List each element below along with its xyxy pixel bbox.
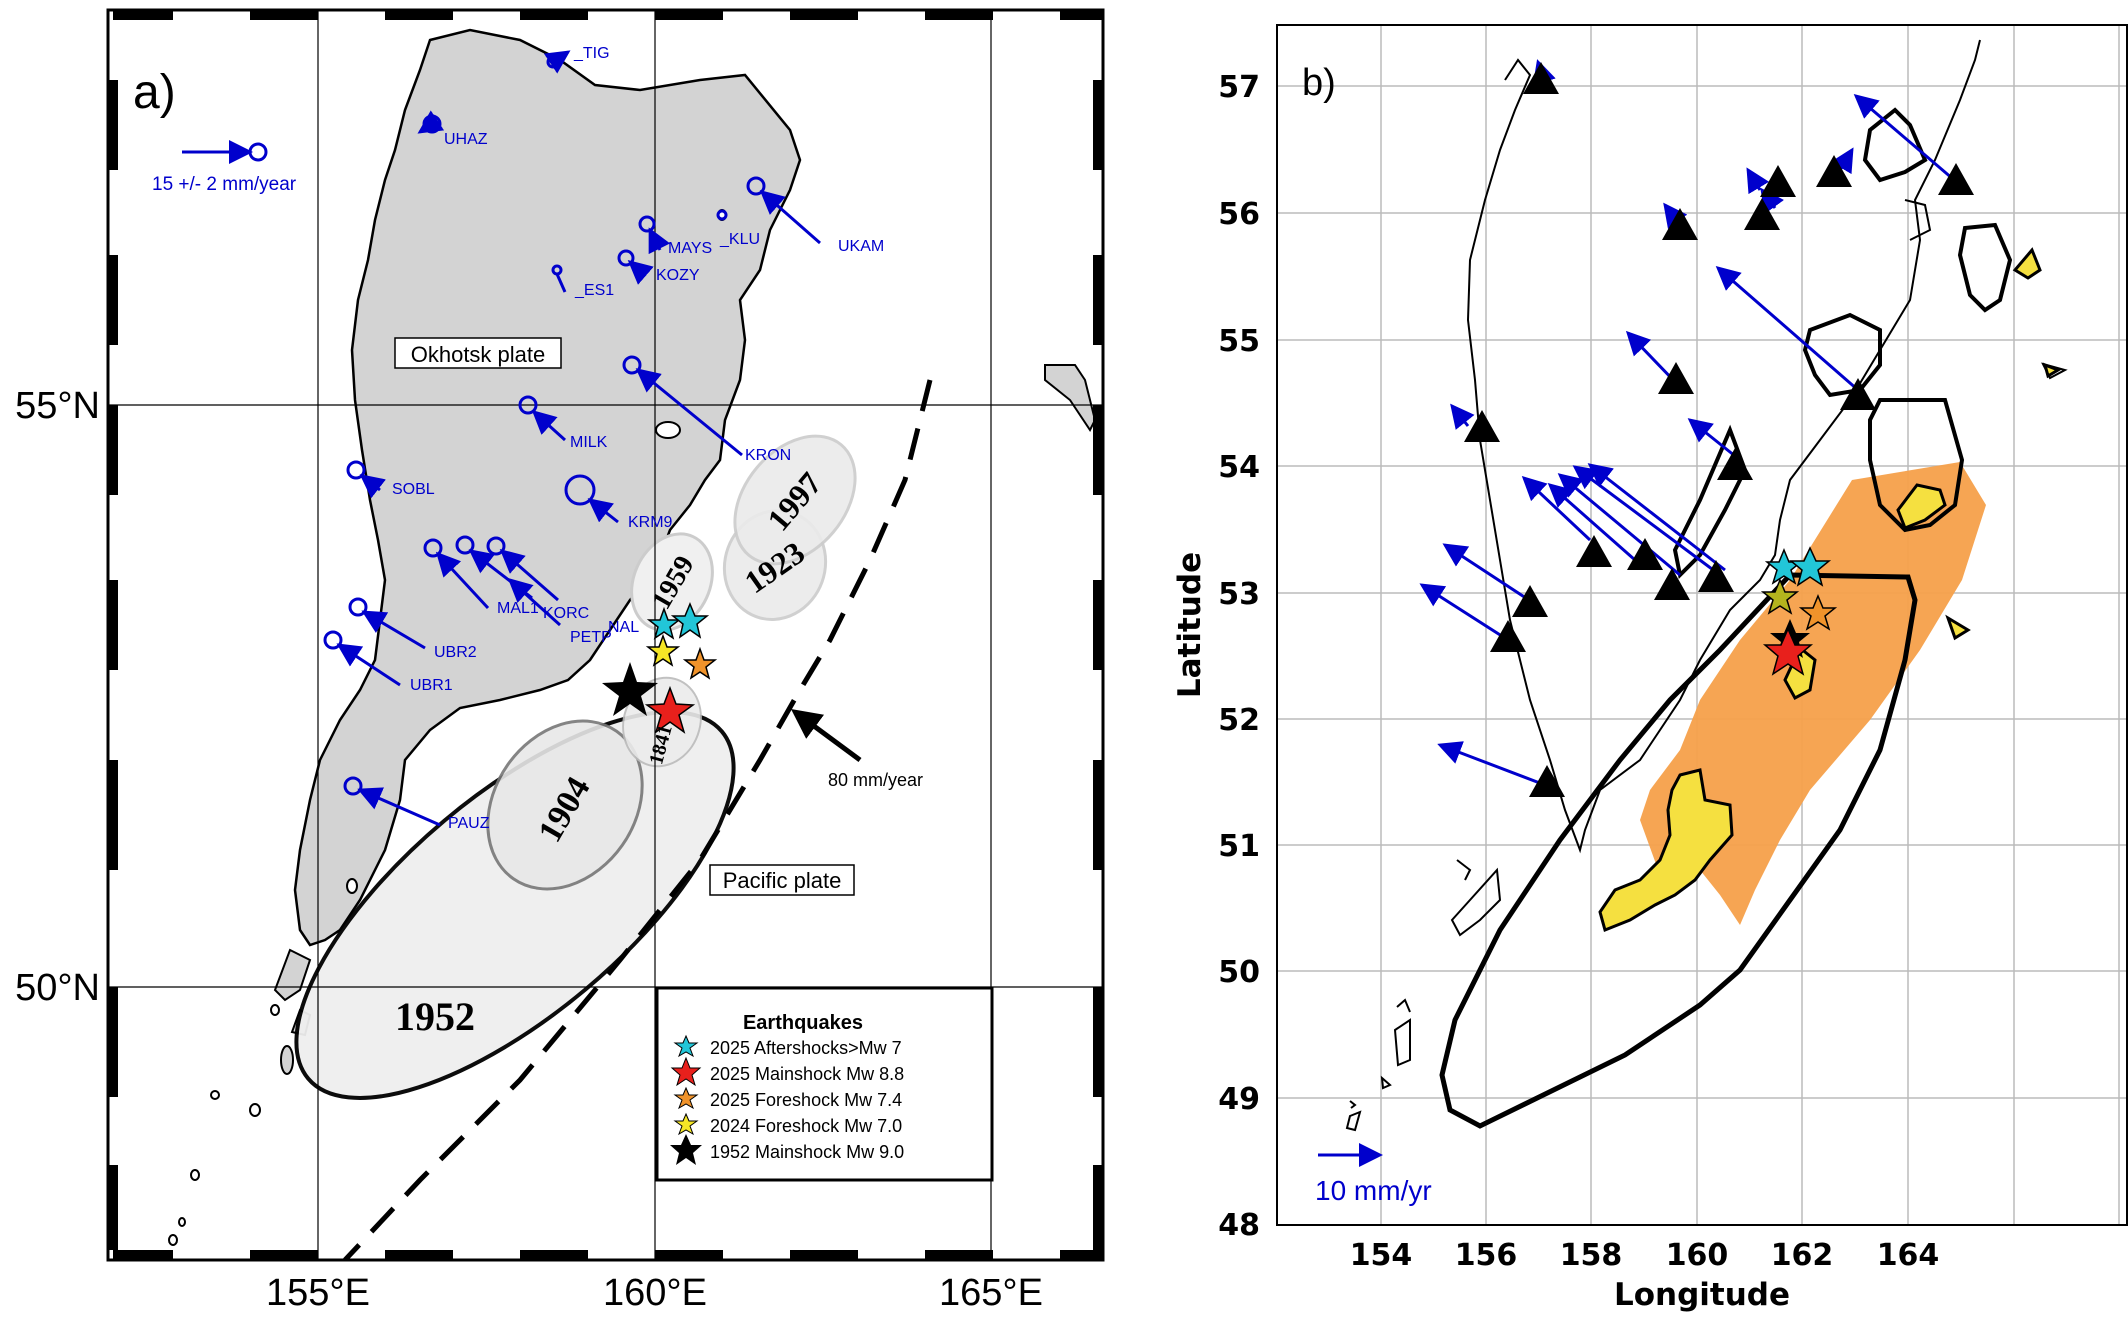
rupture-outline-b bbox=[1439, 572, 1918, 1129]
y-axis-label: Latitude bbox=[1172, 552, 1208, 698]
panel-a-letter: a) bbox=[133, 66, 176, 119]
scale-vector-b-label: 10 mm/yr bbox=[1315, 1175, 1432, 1206]
star-2025-mainshock bbox=[644, 685, 696, 734]
earthquake-stars bbox=[602, 602, 718, 734]
svg-text:MILK: MILK bbox=[570, 434, 608, 451]
panel-b-letter: b) bbox=[1302, 62, 1336, 104]
svg-text:PAUZ: PAUZ bbox=[448, 815, 490, 832]
svg-text:NAL: NAL bbox=[608, 619, 639, 636]
lat-label-50: 50°N bbox=[15, 967, 100, 1009]
frame-ticks bbox=[108, 10, 1103, 1260]
rupture-label-1952: 1952 bbox=[395, 994, 475, 1039]
legend-item-mainshock-2025: 2025 Mainshock Mw 8.8 bbox=[710, 1064, 904, 1084]
svg-text:160: 160 bbox=[1666, 1238, 1729, 1273]
legend-item-foreshock-2024: 2024 Foreshock Mw 7.0 bbox=[710, 1116, 902, 1136]
rupture-1904 bbox=[486, 719, 644, 891]
svg-text:MAYS: MAYS bbox=[668, 240, 712, 257]
legend-item-aftershocks: 2025 Aftershocks>Mw 7 bbox=[710, 1038, 902, 1058]
rupture-1959 bbox=[630, 532, 714, 632]
legend-title: Earthquakes bbox=[743, 1012, 863, 1034]
svg-text:55: 55 bbox=[1218, 324, 1260, 359]
svg-text:KRM9: KRM9 bbox=[628, 514, 673, 531]
svg-text:MAL1: MAL1 bbox=[497, 600, 539, 617]
svg-text:_TIG: _TIG bbox=[573, 45, 610, 62]
star-2024-foreshock bbox=[645, 633, 681, 667]
star-2025-foreshock bbox=[682, 646, 718, 680]
lon-label-160: 160°E bbox=[603, 1272, 707, 1314]
lon-label-165: 165°E bbox=[939, 1272, 1043, 1314]
svg-text:56: 56 bbox=[1218, 197, 1260, 232]
svg-text:KRON: KRON bbox=[745, 447, 791, 464]
svg-text:SOBL: SOBL bbox=[392, 481, 435, 498]
station-labels: _TIG UHAZ MAYS _KLU UKAM KOZY _ES1 KRON … bbox=[392, 45, 884, 832]
x-tick-labels: 154 156 158 160 162 164 bbox=[1350, 1238, 1940, 1273]
svg-text:53: 53 bbox=[1218, 577, 1260, 612]
legend-item-foreshock-2025: 2025 Foreshock Mw 7.4 bbox=[710, 1090, 902, 1110]
panel-b-map: b) 10 mm/yr 57 56 55 54 53 52 51 50 49 4… bbox=[1172, 24, 2128, 1313]
svg-text:48: 48 bbox=[1218, 1208, 1260, 1243]
svg-text:52: 52 bbox=[1218, 703, 1260, 738]
svg-text:57: 57 bbox=[1218, 70, 1260, 105]
svg-text:164: 164 bbox=[1877, 1238, 1940, 1273]
star-aftershock-2 bbox=[670, 602, 710, 639]
pacific-plate-label: Pacific plate bbox=[723, 868, 842, 893]
y-tick-labels: 57 56 55 54 53 52 51 50 49 48 bbox=[1218, 70, 1260, 1243]
svg-text:54: 54 bbox=[1218, 450, 1260, 485]
svg-text:51: 51 bbox=[1218, 829, 1260, 864]
scale-vector-a-label: 15 +/- 2 mm/year bbox=[152, 174, 297, 195]
svg-text:UBR2: UBR2 bbox=[434, 644, 477, 661]
star-1952-mainshock bbox=[602, 662, 658, 716]
svg-text:49: 49 bbox=[1218, 1082, 1260, 1117]
kamchatka-landmass bbox=[293, 28, 802, 947]
x-axis-label: Longitude bbox=[1614, 1277, 1790, 1313]
svg-text:_ES1: _ES1 bbox=[574, 282, 614, 299]
svg-text:KORC: KORC bbox=[543, 605, 589, 622]
svg-text:UHAZ: UHAZ bbox=[444, 131, 488, 148]
svg-text:156: 156 bbox=[1455, 1238, 1518, 1273]
earthquake-legend: Earthquakes 2025 Aftershocks>Mw 7 2025 M… bbox=[655, 986, 994, 1182]
convergence-label: 80 mm/year bbox=[828, 770, 923, 790]
star-aftershock-1 bbox=[646, 606, 682, 640]
lat-label-55: 55°N bbox=[15, 385, 100, 427]
legend-item-mainshock-1952: 1952 Mainshock Mw 9.0 bbox=[710, 1142, 904, 1162]
lon-label-155: 155°E bbox=[266, 1272, 370, 1314]
svg-text:162: 162 bbox=[1771, 1238, 1834, 1273]
svg-text:154: 154 bbox=[1350, 1238, 1413, 1273]
panel-a-map: a) 55°N 50°N 155°E 160°E 165°E Okhotsk p… bbox=[15, 8, 1105, 1314]
svg-text:_KLU: _KLU bbox=[719, 231, 760, 248]
svg-text:KOZY: KOZY bbox=[656, 267, 700, 284]
trench-line bbox=[343, 379, 933, 1260]
svg-text:UBR1: UBR1 bbox=[410, 677, 453, 694]
svg-text:50: 50 bbox=[1218, 955, 1260, 990]
okhotsk-plate-label: Okhotsk plate bbox=[411, 342, 546, 367]
svg-text:PETP: PETP bbox=[570, 629, 612, 646]
rupture-1997 bbox=[733, 434, 857, 566]
volcano-markers bbox=[1464, 62, 1974, 797]
svg-text:158: 158 bbox=[1560, 1238, 1623, 1273]
svg-text:UKAM: UKAM bbox=[838, 238, 884, 255]
